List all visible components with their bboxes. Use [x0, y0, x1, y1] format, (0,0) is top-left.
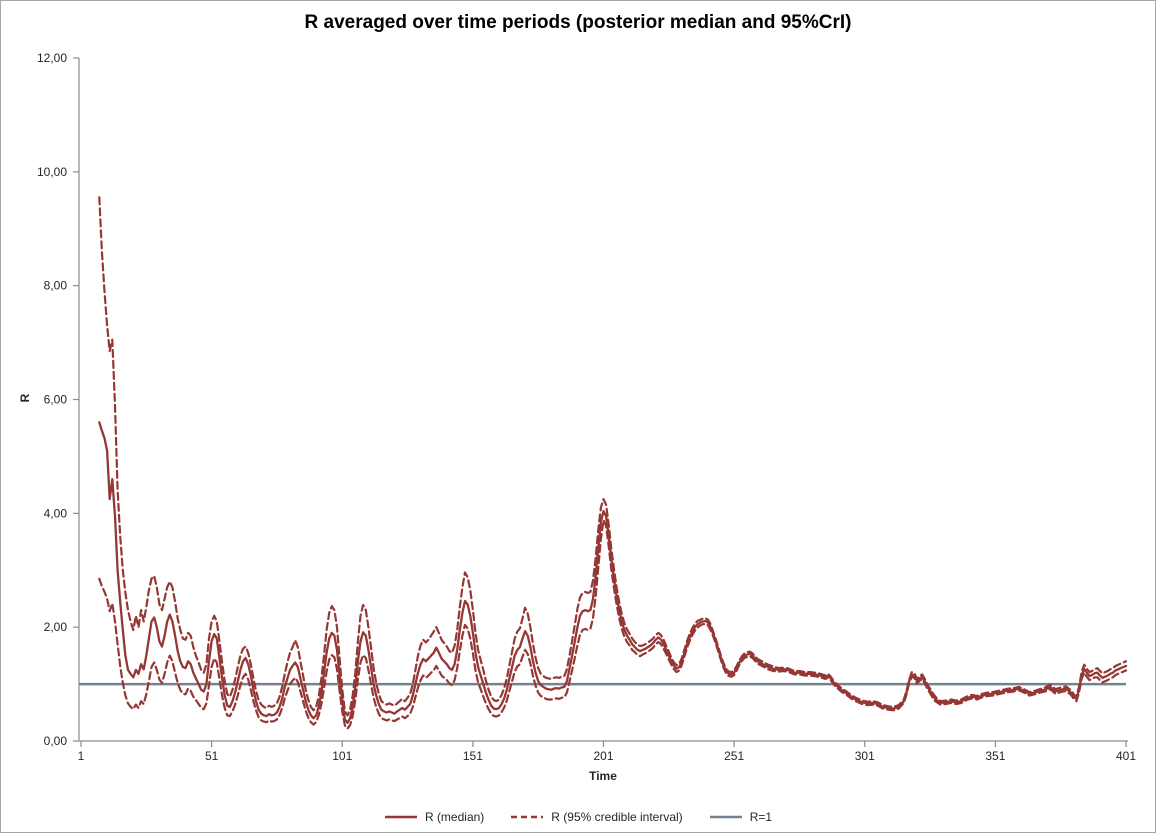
y-tick-label: 2,00	[44, 620, 68, 634]
y-tick-label: 12,00	[37, 51, 67, 65]
x-tick-label: 51	[205, 749, 219, 763]
legend-item-median: R (median)	[384, 810, 484, 824]
ci-upper-line	[98, 196, 1128, 717]
x-tick-label: 101	[332, 749, 352, 763]
y-tick-label: 10,00	[37, 165, 67, 179]
legend-label-r1: R=1	[749, 810, 773, 824]
ci-dashed-line-swatch-icon	[511, 815, 544, 819]
x-tick-label: 201	[593, 749, 613, 763]
y-tick-label: 6,00	[44, 393, 68, 407]
x-tick-label: 151	[463, 749, 483, 763]
median-line-swatch-icon	[384, 815, 417, 819]
x-tick-label: 351	[985, 749, 1005, 763]
chart-title: R averaged over time periods (posterior …	[304, 12, 852, 33]
legend-item-r1: R=1	[709, 810, 772, 824]
median-line	[98, 421, 1128, 724]
y-tick-label: 8,00	[44, 279, 68, 293]
y-tick-label: 4,00	[44, 506, 68, 520]
x-tick-label: 1	[78, 749, 85, 763]
r1-line-swatch-icon	[709, 815, 742, 819]
legend-label-median: R (median)	[424, 810, 485, 824]
y-tick-label: 0,00	[44, 734, 68, 748]
x-tick-label: 401	[1116, 749, 1136, 763]
x-tick-label: 251	[724, 749, 744, 763]
legend-item-credible-interval: R (95% credible interval)	[510, 810, 683, 824]
x-axis-title: Time	[589, 769, 617, 783]
legend-label-credible-interval: R (95% credible interval)	[551, 810, 683, 824]
x-tick-label: 301	[855, 749, 875, 763]
legend: R (median) R (95% credible interval) R=1	[1, 810, 1155, 824]
y-axis-title: R	[18, 393, 32, 403]
